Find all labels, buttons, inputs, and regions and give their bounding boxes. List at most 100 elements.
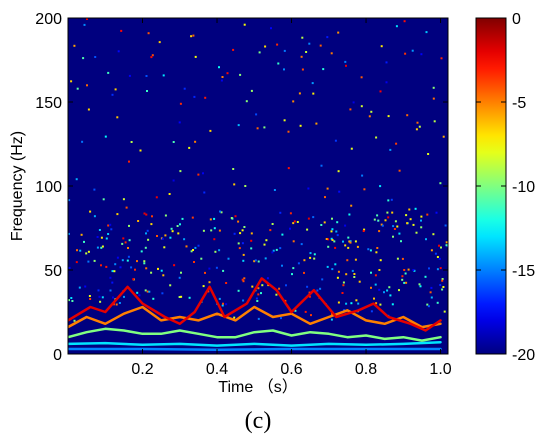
colorbar-tick-label: -15 (512, 263, 535, 280)
x-tick-label: 0.2 (131, 361, 153, 378)
spectral-pixel (370, 271, 372, 274)
spectral-pixel (344, 224, 347, 227)
spectral-pixel (287, 130, 290, 133)
spectral-pixel (136, 260, 138, 263)
spectral-pixel (394, 220, 397, 223)
spectral-pixel (113, 270, 116, 273)
spectral-pixel (419, 285, 422, 288)
spectral-pixel (213, 217, 216, 220)
spectral-pixel (325, 238, 328, 240)
spectral-pixel (225, 282, 228, 284)
spectral-pixel (330, 318, 333, 321)
y-tick-label: 150 (35, 95, 62, 112)
spectral-pixel (336, 234, 339, 237)
spectral-pixel (389, 148, 392, 151)
spectral-pixel (306, 285, 309, 288)
spectral-pixel (111, 270, 114, 273)
spectral-pixel (342, 240, 344, 243)
spectral-pixel (407, 268, 410, 271)
spectral-pixel (204, 96, 207, 99)
spectral-pixel (298, 92, 301, 95)
spectral-pixel (151, 54, 154, 57)
spectral-pixel (349, 108, 352, 111)
x-tick-label: 0.6 (280, 361, 302, 378)
spectral-pixel (241, 278, 244, 281)
spectral-pixel (222, 269, 225, 272)
spectral-pixel (127, 247, 129, 249)
spectral-pixel (208, 267, 211, 270)
spectral-pixel (99, 300, 102, 303)
spectral-pixel (242, 280, 245, 283)
spectral-pixel (242, 253, 245, 256)
spectral-pixel (391, 303, 394, 306)
spectral-pixel (215, 266, 218, 269)
spectral-pixel (347, 246, 350, 249)
spectral-pixel (380, 45, 383, 48)
spectral-pixel (344, 244, 347, 247)
spectral-pixel (97, 289, 100, 292)
spectral-pixel (148, 290, 151, 293)
spectral-pixel (93, 259, 96, 262)
spectral-pixel (128, 239, 131, 242)
spectral-pixel (210, 229, 213, 232)
spectral-pixel (75, 178, 78, 181)
frequency-ridge (68, 347, 442, 352)
spectral-pixel (375, 302, 378, 305)
spectral-pixel (193, 95, 196, 98)
spectral-pixel (122, 237, 125, 240)
y-tick-label: 200 (35, 11, 62, 28)
spectral-pixel (263, 243, 266, 246)
spectral-pixel (170, 227, 173, 230)
spectral-pixel (147, 238, 150, 241)
spectral-pixel (245, 100, 248, 103)
spectral-pixel (178, 276, 181, 279)
spectral-pixel (188, 296, 191, 299)
spectral-pixel (125, 206, 128, 209)
spectral-pixel (250, 247, 253, 250)
spectral-pixel (276, 43, 279, 46)
spectral-pixel (121, 259, 124, 262)
spectral-pixel (395, 142, 398, 145)
spectral-pixel (312, 92, 315, 95)
colorbar-tick-label: -10 (512, 179, 535, 196)
spectral-pixel (379, 185, 382, 188)
spectral-pixel (144, 289, 147, 292)
spectral-pixel (361, 174, 364, 177)
spectral-pixel (137, 220, 140, 222)
spectral-pixel (398, 289, 400, 292)
spectral-pixel (445, 241, 448, 244)
spectral-pixel (128, 74, 131, 77)
spectral-pixel (171, 230, 174, 233)
spectral-pixel (379, 303, 382, 306)
spectral-pixel (87, 260, 90, 263)
spectral-pixel (349, 240, 352, 243)
spectral-pixel (337, 270, 340, 273)
spectral-pixel (281, 264, 283, 267)
spectral-pixel (337, 170, 340, 173)
spectral-pixel (400, 240, 402, 243)
spectral-pixel (350, 204, 353, 207)
spectral-pixel (272, 249, 275, 252)
x-axis-ticks: 0.2 0.4 0.6 0.8 1.0 (131, 18, 452, 378)
spectral-pixel (401, 278, 404, 281)
spectral-pixel (164, 234, 167, 237)
spectral-pixel (392, 235, 394, 238)
spectral-pixel (345, 64, 347, 67)
spectral-pixel (374, 274, 377, 277)
spectral-pixel (348, 240, 351, 243)
spectral-pixel (305, 51, 308, 53)
spectral-pixel (439, 182, 442, 185)
spectral-pixel (179, 223, 181, 226)
spectral-pixel (76, 249, 78, 252)
spectral-pixel (213, 238, 216, 241)
spectral-pixel (299, 124, 302, 127)
spectral-pixel (70, 297, 73, 299)
spectral-pixel (254, 259, 257, 262)
spectral-pixel (83, 240, 85, 243)
spectral-pixel (275, 293, 278, 296)
spectral-pixel (250, 232, 253, 235)
spectral-pixel (273, 189, 276, 191)
spectral-pixel (436, 256, 439, 258)
spectral-pixel (101, 296, 104, 299)
spectral-pixel (270, 27, 272, 30)
